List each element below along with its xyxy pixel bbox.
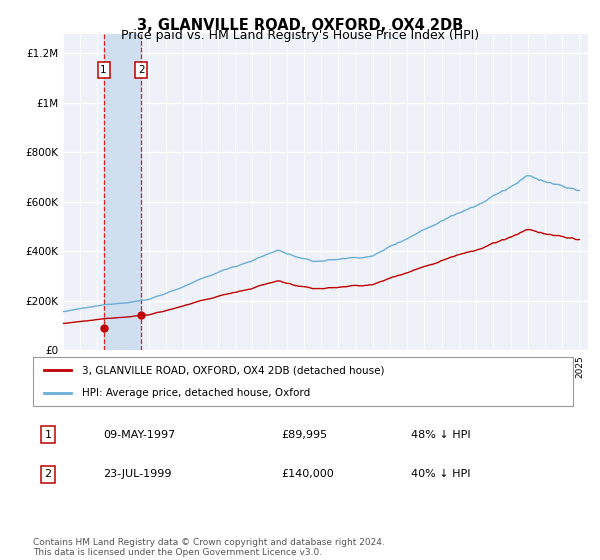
Text: Contains HM Land Registry data © Crown copyright and database right 2024.
This d: Contains HM Land Registry data © Crown c… — [33, 538, 385, 557]
Text: Price paid vs. HM Land Registry's House Price Index (HPI): Price paid vs. HM Land Registry's House … — [121, 29, 479, 42]
Text: 40% ↓ HPI: 40% ↓ HPI — [411, 469, 470, 479]
Text: 09-MAY-1997: 09-MAY-1997 — [103, 430, 175, 440]
Text: 2: 2 — [44, 469, 52, 479]
Text: 3, GLANVILLE ROAD, OXFORD, OX4 2DB (detached house): 3, GLANVILLE ROAD, OXFORD, OX4 2DB (deta… — [82, 365, 384, 375]
Text: £140,000: £140,000 — [281, 469, 334, 479]
Text: £89,995: £89,995 — [281, 430, 328, 440]
FancyBboxPatch shape — [33, 357, 573, 406]
Text: 23-JUL-1999: 23-JUL-1999 — [103, 469, 172, 479]
Text: HPI: Average price, detached house, Oxford: HPI: Average price, detached house, Oxfo… — [82, 388, 310, 398]
Bar — [104, 34, 142, 350]
Text: 3, GLANVILLE ROAD, OXFORD, OX4 2DB: 3, GLANVILLE ROAD, OXFORD, OX4 2DB — [137, 18, 463, 34]
Text: 1: 1 — [100, 65, 107, 75]
Text: 2: 2 — [138, 65, 145, 75]
Text: 1: 1 — [44, 430, 52, 440]
Text: 48% ↓ HPI: 48% ↓ HPI — [411, 430, 470, 440]
